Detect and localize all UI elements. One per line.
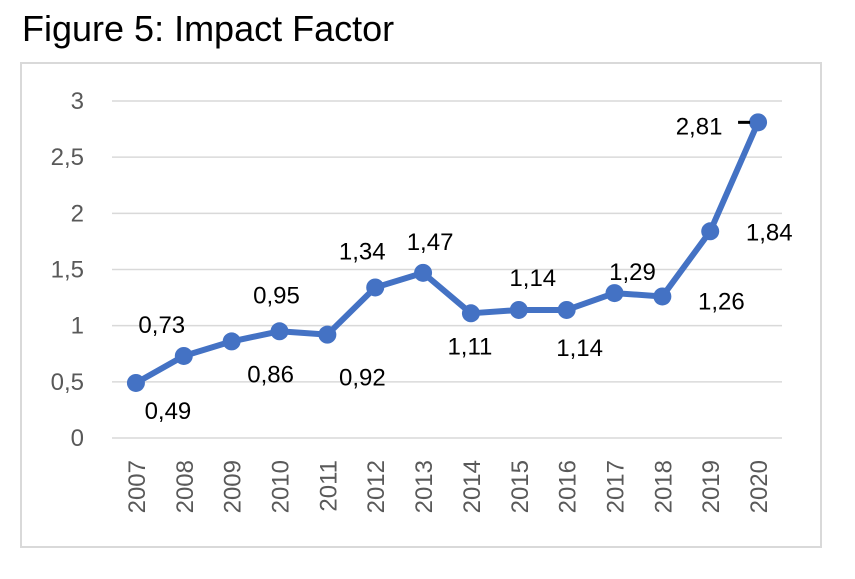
x-tick-label: 2015 — [507, 460, 534, 513]
y-tick-label: 2,5 — [51, 144, 84, 171]
x-tick-label: 2020 — [746, 460, 773, 513]
chart-title: Figure 5: Impact Factor — [22, 8, 395, 49]
y-tick-label: 0 — [71, 425, 84, 452]
data-label: 1,47 — [407, 229, 454, 256]
x-tick-label: 2009 — [220, 460, 247, 513]
data-point — [222, 332, 241, 351]
data-point — [749, 113, 768, 132]
x-tick-label: 2016 — [555, 460, 582, 513]
data-label: 1,11 — [447, 333, 492, 360]
data-point — [414, 263, 433, 282]
data-point — [701, 222, 720, 241]
x-tick-label: 2010 — [268, 460, 295, 513]
data-point — [653, 287, 672, 306]
y-tick-label: 3 — [71, 88, 84, 115]
data-label: 1,29 — [609, 259, 656, 286]
data-point — [174, 346, 193, 365]
data-label: 0,92 — [339, 365, 386, 392]
x-tick-label: 2012 — [363, 460, 390, 513]
data-label: 1,14 — [556, 335, 603, 362]
data-label: 0,86 — [247, 361, 294, 388]
data-point — [509, 300, 528, 319]
y-tick-label: 2 — [71, 200, 84, 227]
chart-frame — [20, 62, 822, 548]
data-label: 2,81 — [676, 113, 723, 140]
x-tick-label: 2017 — [603, 460, 630, 513]
data-point — [461, 304, 480, 323]
data-label: 0,95 — [253, 282, 300, 309]
y-tick-label: 1 — [71, 313, 84, 340]
data-point — [605, 284, 624, 303]
data-point — [557, 300, 576, 319]
data-point — [126, 373, 145, 392]
data-label: 0,49 — [145, 398, 192, 425]
data-point — [270, 322, 289, 341]
y-tick-label: 1,5 — [51, 257, 84, 284]
data-label: 1,14 — [509, 265, 556, 292]
x-tick-label: 2008 — [172, 460, 199, 513]
y-tick-label: 0,5 — [51, 369, 84, 396]
data-label: 0,73 — [138, 312, 185, 339]
x-tick-label: 2014 — [459, 460, 486, 513]
data-label: 1,84 — [746, 219, 793, 246]
x-tick-label: 2013 — [411, 460, 438, 513]
data-point — [366, 278, 385, 297]
x-tick-label: 2011 — [315, 460, 342, 512]
x-tick-label: 2007 — [124, 460, 151, 513]
data-label: 1,34 — [339, 238, 386, 265]
data-point — [318, 325, 337, 344]
x-tick-label: 2018 — [650, 460, 677, 513]
x-tick-label: 2019 — [698, 460, 725, 513]
data-label: 1,26 — [698, 288, 745, 315]
